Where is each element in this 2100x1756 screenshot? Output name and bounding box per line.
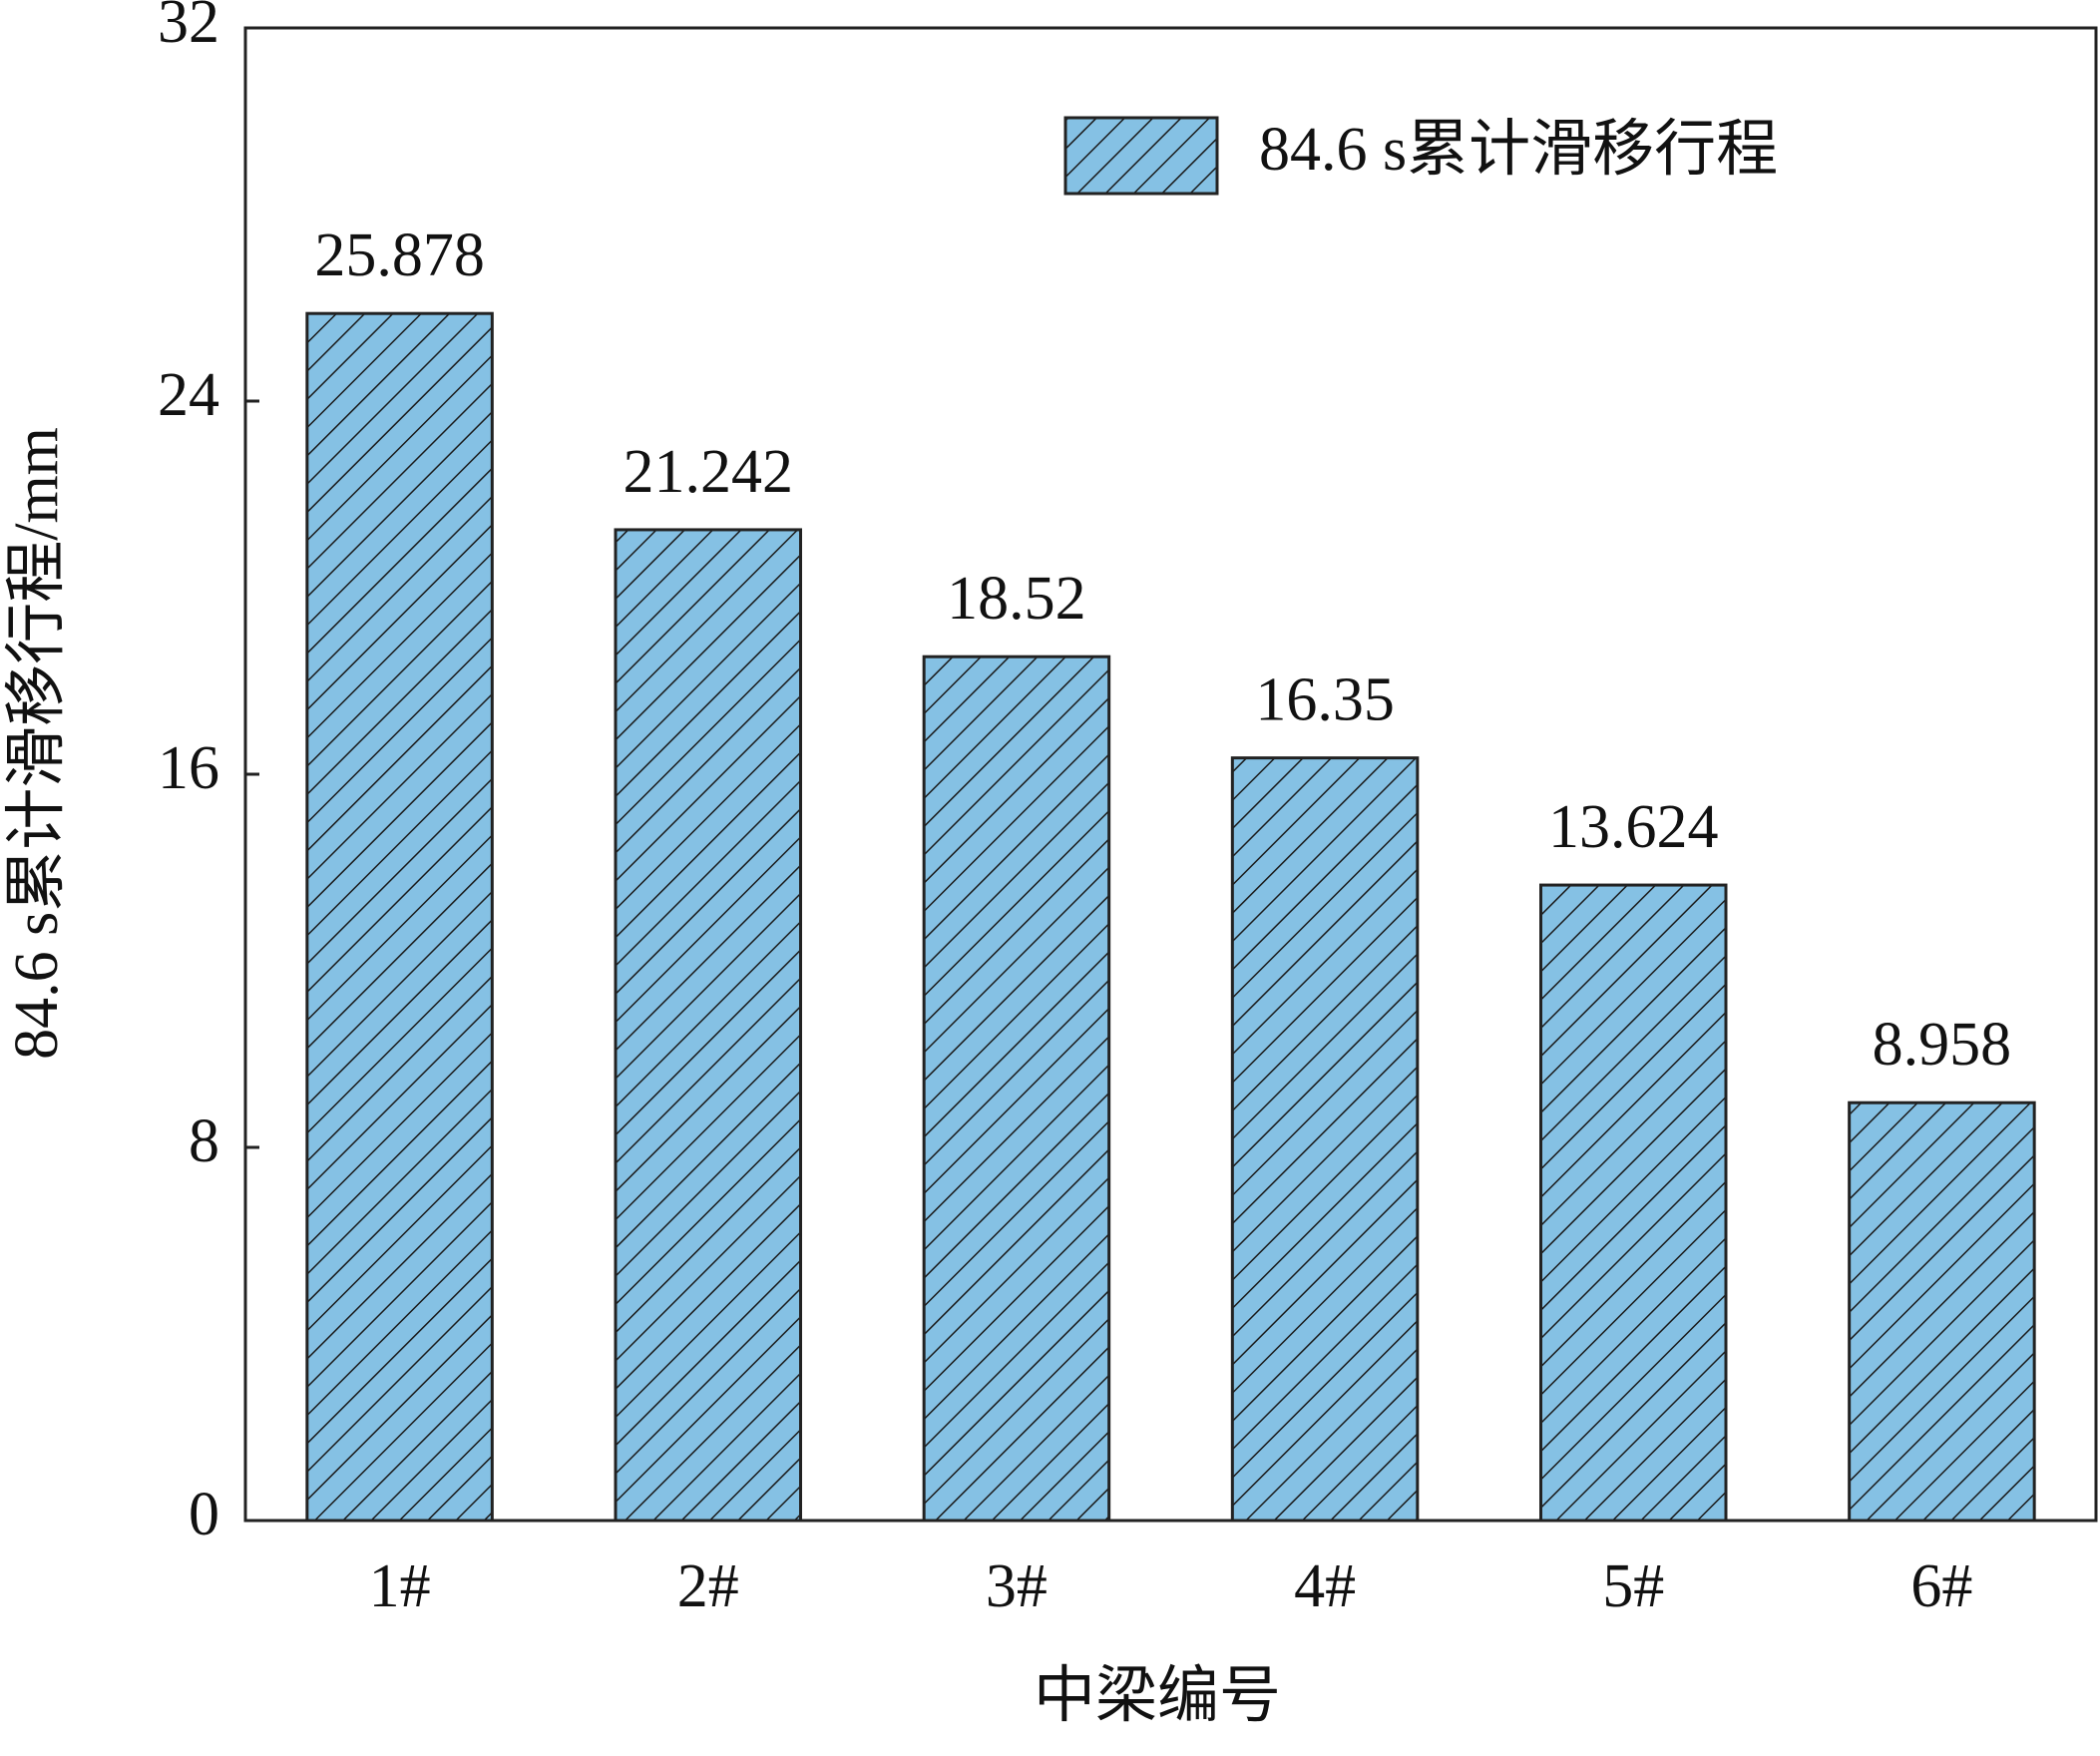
bar-6 [1848,1100,2036,1523]
x-axis-title: 中梁编号 [1034,1662,1281,1730]
bar-value-label: 13.624 [1548,793,1719,861]
y-axis-title: 84.6 s累计滑移行程/mm [3,427,71,1060]
bar-value-label: 16.35 [1255,666,1395,734]
bar-value-label: 25.878 [314,221,485,289]
y-tick-label: 0 [189,1481,219,1548]
bar-value-label: 21.242 [624,438,794,506]
x-tick-label: 2# [677,1552,739,1620]
x-tick-label: 4# [1294,1552,1356,1620]
x-axis-ticks: 1# 2# 3# 4# 5# 6# [369,1552,1973,1620]
bars-group [305,311,2036,1523]
bar-3 [922,655,1111,1523]
y-tick-label: 24 [158,361,219,429]
legend-swatch [1063,116,1219,196]
plot-frame [243,26,2098,1523]
bar-value-label: 8.958 [1873,1011,2012,1079]
bar-2 [614,528,802,1523]
legend: 84.6 s累计滑移行程 [1063,116,1778,196]
x-tick-label: 3# [986,1552,1048,1620]
bar-value-labels: 25.878 21.242 18.52 16.35 13.624 8.958 [314,221,2011,1079]
y-tick-label: 8 [189,1107,219,1175]
legend-label: 84.6 s累计滑移行程 [1259,116,1778,184]
x-tick-label: 1# [369,1552,431,1620]
y-tick-label: 32 [158,0,219,56]
y-axis-ticks: 0 8 16 24 32 [158,0,259,1548]
x-tick-label: 6# [1910,1552,1972,1620]
x-tick-label: 5# [1602,1552,1664,1620]
bar-1 [305,311,494,1523]
bar-5 [1539,883,1728,1523]
y-tick-label: 16 [158,734,219,802]
bar-value-label: 18.52 [947,565,1086,633]
bar-4 [1230,756,1420,1523]
